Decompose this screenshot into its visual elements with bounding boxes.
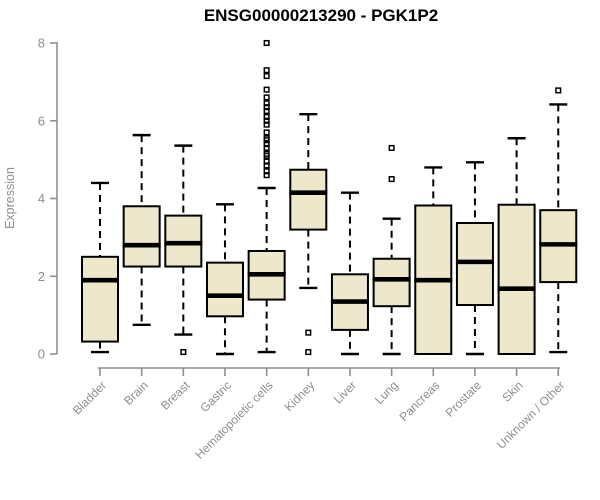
chart-title: ENSG00000213290 - PGK1P2: [204, 6, 438, 25]
x-tick-label: Bladder: [70, 378, 109, 417]
box-group: [122, 133, 161, 327]
y-tick-label: 8: [38, 36, 45, 51]
box-group: [414, 166, 453, 355]
outlier-point: [263, 172, 270, 179]
x-tick-label: Hematopoietic cells: [192, 378, 275, 461]
box-group: [455, 161, 494, 356]
x-tick-label: Liver: [331, 378, 359, 406]
x-tick-label: Prostate: [443, 378, 485, 420]
outlier-point: [263, 94, 270, 101]
outlier-point: [263, 152, 270, 159]
iqr-box: [289, 168, 328, 231]
y-tick-label: 4: [38, 191, 45, 206]
box-group: [164, 144, 203, 356]
iqr-box: [205, 261, 244, 318]
outlier-point: [305, 349, 312, 356]
outlier-point: [263, 39, 270, 47]
outlier-point: [263, 162, 270, 169]
x-tick-label: Lung: [372, 378, 401, 407]
iqr-box: [372, 257, 411, 308]
x-tick-label: Kidney: [282, 378, 318, 414]
outlier-point: [388, 144, 395, 152]
x-tick-label: Gastric: [197, 378, 234, 415]
iqr-box: [81, 255, 119, 343]
outlier-point: [555, 87, 562, 94]
outlier-point: [263, 72, 270, 80]
outlier-point: [263, 129, 270, 136]
box-group: [372, 144, 411, 356]
box-group: [247, 39, 286, 354]
x-tick-label: Skin: [499, 378, 525, 404]
plot-area: [81, 39, 578, 356]
outlier-point: [388, 176, 395, 183]
y-tick-label: 6: [38, 113, 45, 128]
outlier-point: [263, 86, 270, 93]
outlier-point: [263, 67, 270, 74]
iqr-box: [497, 203, 536, 355]
x-tick-label: Breast: [158, 378, 193, 413]
outlier-point: [263, 121, 270, 128]
x-tick-label: Brain: [121, 378, 151, 408]
box-group: [205, 203, 244, 356]
y-axis-title: Expression: [3, 167, 17, 229]
box-group: [497, 137, 536, 355]
box-group: [539, 87, 578, 354]
box-group: [330, 191, 369, 356]
outlier-point: [305, 329, 312, 336]
outlier-point: [263, 144, 270, 152]
outlier-point: [263, 107, 270, 115]
outlier-point: [180, 349, 187, 356]
x-tick-label: Pancreas: [397, 378, 443, 424]
iqr-box: [122, 205, 161, 268]
y-tick-label: 0: [38, 347, 45, 362]
box-group: [81, 181, 119, 354]
box-group: [289, 112, 328, 356]
y-tick-label: 2: [38, 269, 45, 284]
